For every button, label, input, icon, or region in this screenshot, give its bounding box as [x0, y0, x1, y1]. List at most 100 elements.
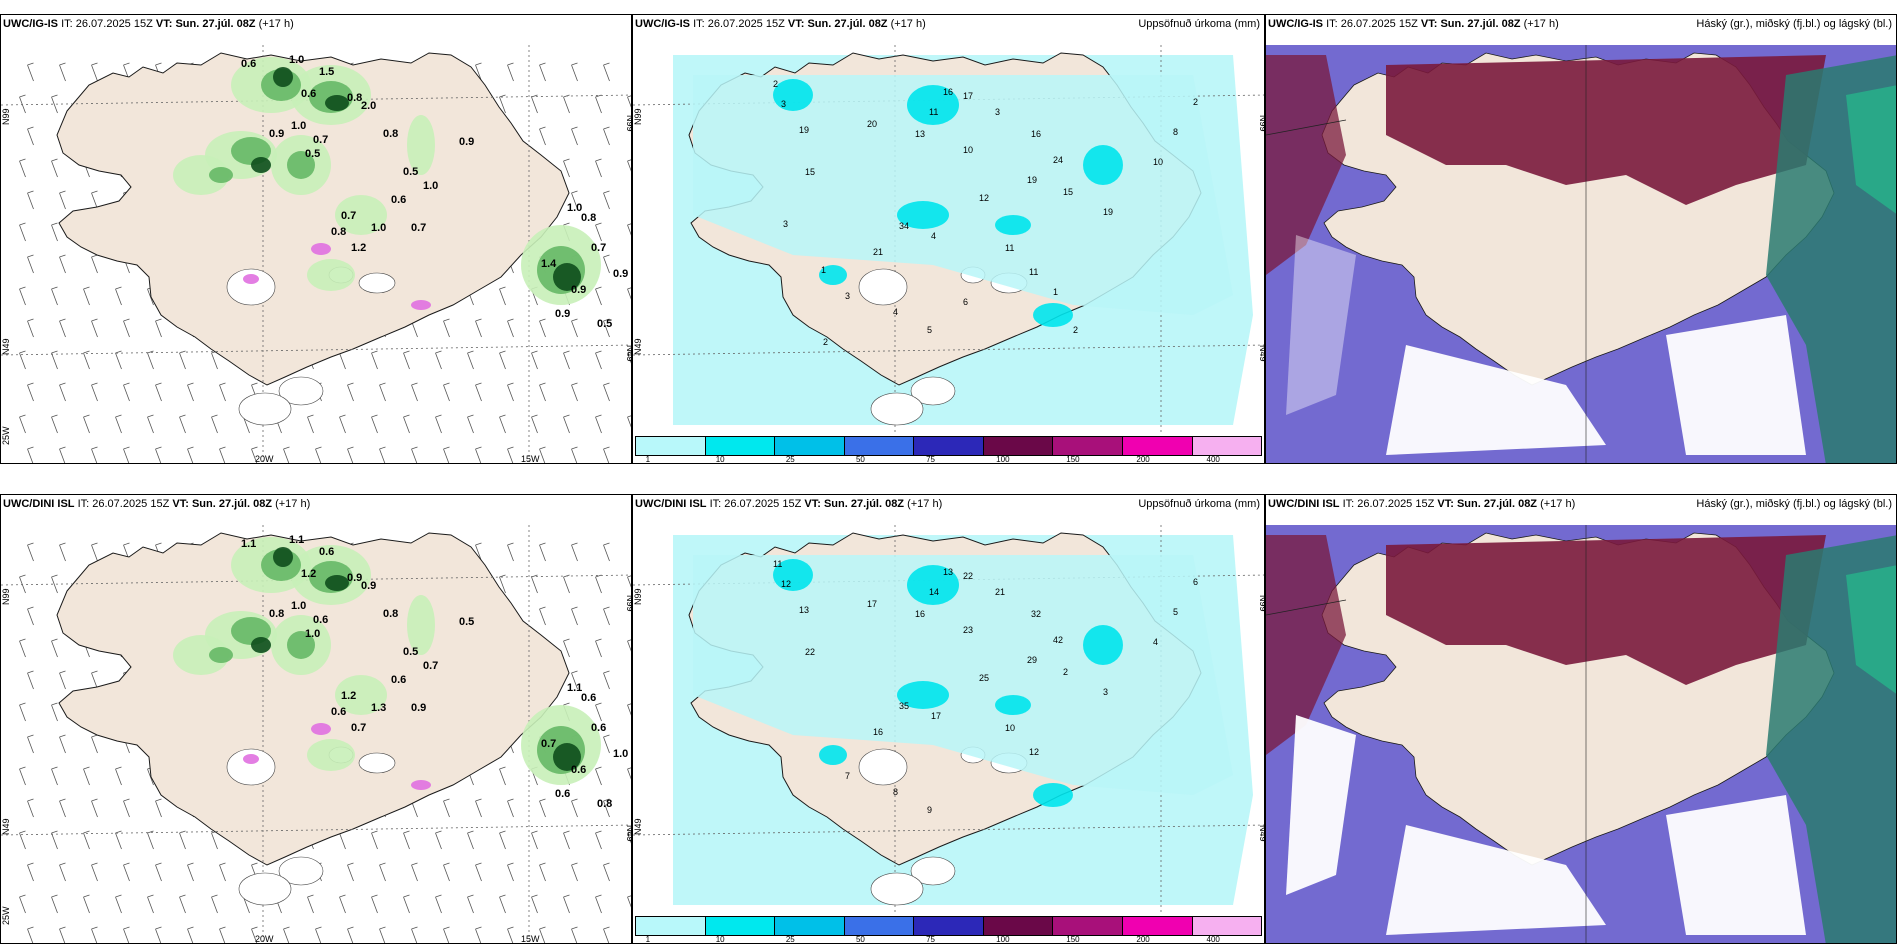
wind-barb	[539, 542, 546, 562]
value-label: 15	[1063, 187, 1073, 197]
value-label: 6	[1193, 577, 1198, 587]
accum-precip-area-high	[1033, 783, 1073, 807]
precip-legend: 1 10 25 50 75 100 150 200 400	[633, 433, 1264, 463]
clear-sky-area	[1286, 715, 1356, 895]
value-label: 4	[931, 231, 936, 241]
valid-time: Sun. 27.júl. 08Z	[1456, 498, 1538, 510]
wind-barb	[27, 254, 34, 274]
value-label: 1.0	[289, 54, 304, 66]
value-label: 34	[899, 221, 909, 231]
value-label: 17	[931, 711, 941, 721]
wind-barb	[563, 414, 570, 434]
precip-area-heavy	[273, 547, 293, 567]
value-label: 2	[1193, 97, 1198, 107]
wind-barb	[499, 574, 506, 594]
wind-barb	[475, 62, 482, 82]
wind-barb	[51, 94, 58, 114]
wind-barb	[603, 798, 610, 818]
wind-barb	[595, 574, 602, 594]
wind-barb	[539, 318, 546, 338]
initial-time: 26.07.2025 15Z	[707, 18, 785, 30]
value-label: 11	[929, 107, 938, 117]
wind-barb	[59, 190, 66, 210]
projection-line	[1266, 599, 1347, 616]
value-label: 0.8	[347, 92, 362, 104]
value-label: 2	[823, 337, 828, 347]
wind-barb	[179, 414, 186, 434]
wind-barb	[507, 862, 514, 882]
precip-area-mid	[287, 631, 315, 659]
glacier-area	[858, 268, 908, 306]
legend-tick-label: 150	[1066, 935, 1080, 944]
initial-time: 26.07.2025 15Z	[92, 498, 170, 510]
value-label: 3	[995, 107, 1000, 117]
value-label: 35	[899, 701, 909, 711]
value-label: 1	[1053, 287, 1058, 297]
legend-swatch	[636, 437, 706, 455]
glacier-area	[858, 748, 908, 786]
wind-barb	[315, 446, 322, 463]
wind-barb	[571, 382, 578, 402]
wind-barb	[147, 414, 154, 434]
wind-barb	[51, 894, 58, 914]
wind-barb	[403, 414, 410, 434]
axis-labels: N99 N49 N99 N49	[633, 588, 1264, 841]
value-label: 0.5	[305, 148, 320, 160]
wind-barb	[123, 446, 130, 463]
wind-barb	[499, 766, 506, 786]
glacier-area	[238, 392, 292, 426]
precip-area-heavy	[251, 637, 271, 653]
wind-barb	[627, 351, 631, 364]
wind-barb	[595, 350, 602, 370]
wind-barb	[411, 926, 418, 943]
lat-label: N99	[633, 108, 643, 125]
wind-barb	[115, 414, 122, 434]
map-panel-ig-precip-wind: UWC/IG-IS IT: 26.07.2025 15Z VT: Sun. 27…	[0, 14, 632, 464]
wind-barb	[571, 318, 578, 338]
value-label: 0.9	[571, 284, 586, 296]
wind-barb	[627, 767, 631, 780]
legend-swatch	[1053, 917, 1123, 935]
value-label: 0.7	[591, 242, 606, 254]
wind-barb	[531, 574, 538, 594]
wind-barb	[51, 574, 58, 594]
legend-tick-label: 75	[926, 935, 935, 944]
glacier-area	[358, 752, 396, 774]
glacier-area	[870, 392, 924, 426]
value-label: 17	[867, 599, 877, 609]
wind-barb	[59, 734, 66, 754]
wind-barb	[91, 62, 98, 82]
wind-barb	[571, 446, 578, 463]
wind-barb	[443, 862, 450, 882]
accum-precip-area-high	[897, 201, 949, 229]
wind-barb	[27, 190, 34, 210]
wind-barb	[59, 670, 66, 690]
wind-barb	[595, 286, 602, 306]
wind-barb	[19, 158, 26, 178]
wind-barb	[51, 766, 58, 786]
value-label: 1.3	[371, 702, 386, 714]
value-label: 29	[1027, 655, 1037, 665]
wind-barb	[475, 446, 482, 463]
wind-barb	[403, 350, 410, 370]
wind-barb	[571, 798, 578, 818]
wind-barb	[27, 926, 34, 943]
wind-barb	[411, 446, 418, 463]
model-name: UWC/DINI ISL	[635, 498, 707, 510]
wind-barb	[571, 190, 578, 210]
legend-swatch	[1053, 437, 1123, 455]
value-label: 21	[995, 587, 1005, 597]
legend-tick-label: 1	[645, 455, 651, 464]
precip-area-extreme	[411, 300, 431, 310]
valid-time: Sun. 27.júl. 08Z	[807, 18, 888, 30]
glacier-area	[910, 856, 956, 886]
legend-tick-label: 200	[1136, 455, 1150, 464]
precip-area-heavy	[553, 743, 581, 771]
valid-time: Sun. 27.júl. 08Z	[1440, 18, 1521, 30]
wind-barb	[571, 670, 578, 690]
accum-precip-area	[693, 555, 1233, 795]
cloud-layers	[1266, 525, 1896, 943]
value-label: 10	[1005, 723, 1015, 733]
